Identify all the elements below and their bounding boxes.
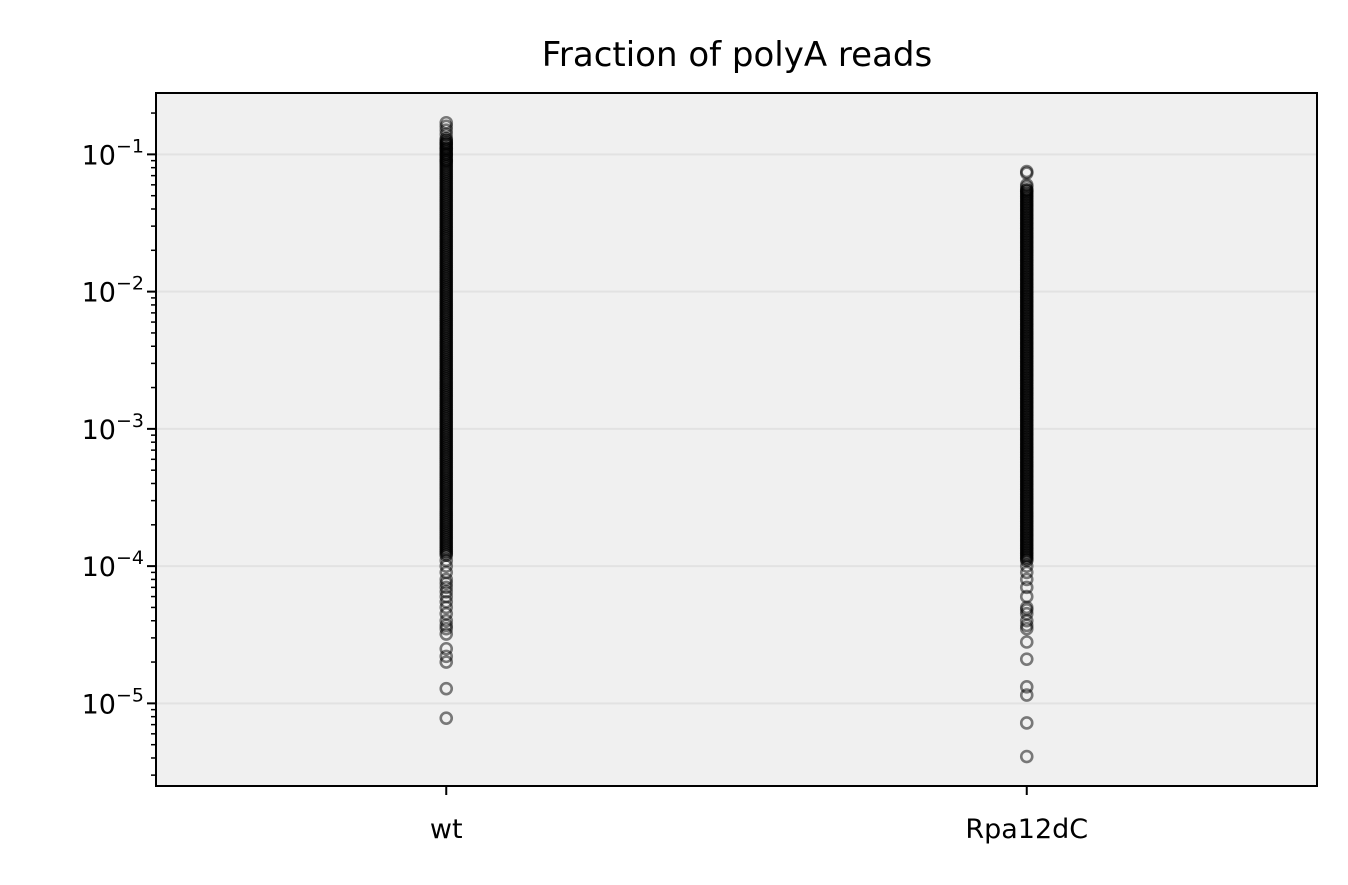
y-tick-exponent: −2 <box>116 273 144 295</box>
data-point <box>439 655 454 669</box>
data-point <box>439 711 454 725</box>
data-point <box>1019 183 1034 197</box>
data-point <box>1019 613 1034 628</box>
data-point <box>1019 749 1034 764</box>
y-tick-label: 10−5 <box>82 684 144 720</box>
data-point <box>1019 565 1034 580</box>
data-point <box>1019 559 1034 573</box>
x-tick-label: wt <box>430 814 463 845</box>
data-points <box>439 115 1034 764</box>
data-point <box>439 641 454 656</box>
y-tick-exponent: −5 <box>116 684 144 706</box>
y-tick-label: 10−2 <box>82 273 144 309</box>
y-tick-exponent: −3 <box>116 410 144 432</box>
y-tick-label: 10−4 <box>82 547 144 583</box>
data-point <box>1019 572 1034 587</box>
data-point <box>1019 621 1034 636</box>
y-tick-exponent: −4 <box>116 547 144 569</box>
y-tick-base: 10 <box>82 140 116 171</box>
y-tick-base: 10 <box>82 278 116 309</box>
data-point <box>439 627 454 641</box>
data-point <box>1019 652 1034 666</box>
data-point <box>439 613 454 628</box>
data-point <box>439 649 454 664</box>
series-Rpa12dC <box>1019 164 1034 764</box>
data-point <box>1019 680 1034 694</box>
x-axis: wt Rpa12dC <box>430 786 1088 845</box>
plot-area <box>156 93 1317 786</box>
data-point <box>439 153 454 168</box>
data-point <box>439 127 454 142</box>
data-point <box>439 600 454 615</box>
data-point <box>439 559 454 573</box>
series-wt <box>439 115 454 725</box>
y-tick-label: 10−1 <box>82 135 144 171</box>
data-point <box>439 147 454 162</box>
y-axis: 10−510−410−310−210−1 <box>82 112 156 776</box>
data-point <box>1019 716 1034 730</box>
y-tick-exponent: −1 <box>116 135 144 157</box>
data-point <box>1019 580 1034 595</box>
data-point <box>1019 688 1034 702</box>
y-tick-label: 10−3 <box>82 410 144 446</box>
data-point <box>439 681 454 696</box>
y-tick-base: 10 <box>82 689 116 720</box>
data-point <box>439 123 454 138</box>
grid-lines <box>156 153 1317 705</box>
y-tick-base: 10 <box>82 415 116 446</box>
data-point <box>439 580 454 595</box>
data-point <box>1019 635 1034 649</box>
data-point <box>439 621 454 636</box>
x-tick-label: Rpa12dC <box>965 814 1088 845</box>
plot-frame <box>155 92 1318 787</box>
chart-title: Fraction of polyA reads <box>542 35 932 75</box>
data-point <box>439 576 454 591</box>
y-tick-base: 10 <box>82 552 116 583</box>
